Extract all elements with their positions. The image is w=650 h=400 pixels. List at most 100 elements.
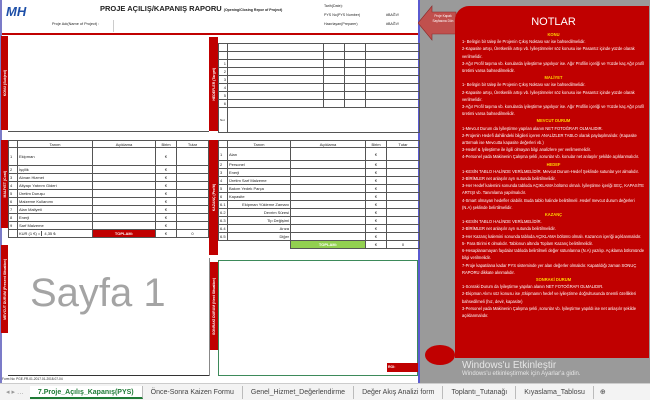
- target-cell[interactable]: [227, 83, 324, 92]
- description-cell[interactable]: [290, 176, 366, 185]
- info-block: Tarih(Date): PYS No(PYS Number) #BAĞV! Ha…: [324, 2, 418, 29]
- description-cell[interactable]: [290, 192, 366, 201]
- row-number: 6.1: [218, 200, 228, 209]
- konu-field[interactable]: [8, 36, 209, 132]
- target-cell[interactable]: [323, 99, 345, 108]
- amount-cell[interactable]: [386, 160, 420, 169]
- row-number: 6.2: [218, 208, 228, 217]
- item-name: Sarf Malzeme: [17, 221, 93, 230]
- description-cell[interactable]: [290, 208, 366, 217]
- note-field[interactable]: [227, 107, 420, 133]
- description-cell[interactable]: [290, 160, 366, 169]
- rate-value[interactable]: 4,35 ₺: [41, 231, 56, 236]
- item-name: Enerji: [17, 213, 93, 222]
- target-cell[interactable]: [365, 83, 420, 92]
- amount-cell[interactable]: [176, 173, 209, 182]
- amount-cell[interactable]: [386, 192, 420, 201]
- amount-cell[interactable]: [176, 147, 209, 166]
- amount-cell[interactable]: [386, 168, 420, 177]
- amount-cell[interactable]: [386, 208, 420, 217]
- back-to-cover-button[interactable]: Proje Kapak Sayfasına Dön: [417, 5, 458, 41]
- amount-cell[interactable]: [386, 200, 420, 209]
- description-cell[interactable]: [290, 147, 366, 161]
- notes-line: 2-Projenin Hedefi dahilindeki bilgileri …: [462, 132, 637, 146]
- amount-cell[interactable]: [386, 232, 420, 241]
- description-cell[interactable]: [290, 200, 366, 209]
- amount-cell[interactable]: [386, 216, 420, 225]
- sheet-tab[interactable]: Kıyaslama_Tablosu: [516, 385, 594, 399]
- table-row: 2: [218, 67, 420, 76]
- description-cell[interactable]: [290, 232, 366, 241]
- table-row: 2 Personel €: [218, 160, 420, 169]
- description-cell[interactable]: [92, 197, 156, 206]
- target-cell[interactable]: [344, 67, 366, 76]
- project-name-field[interactable]: [113, 20, 323, 32]
- target-cell[interactable]: [227, 75, 324, 84]
- amount-cell[interactable]: [176, 213, 209, 222]
- target-cell[interactable]: [227, 59, 324, 68]
- unit-cell: €: [155, 147, 177, 166]
- target-cell[interactable]: [344, 83, 366, 92]
- target-cell[interactable]: [227, 67, 324, 76]
- description-cell[interactable]: [290, 216, 366, 225]
- notes-line: 3-Ağır Profil taşıma vb. konularda iyile…: [462, 60, 645, 74]
- target-cell[interactable]: [344, 99, 366, 108]
- unit-cell: €: [155, 165, 177, 174]
- target-cell[interactable]: [365, 91, 420, 100]
- description-cell[interactable]: [92, 205, 156, 214]
- description-cell[interactable]: [290, 224, 366, 233]
- amount-cell[interactable]: [386, 176, 420, 185]
- sheet-tab[interactable]: 7.Proje_Açılış_Kapanış(PYS): [29, 385, 143, 399]
- sheet-tab[interactable]: Genel_Hizmet_Değerlendirme: [243, 385, 355, 399]
- tab-scroll-left-icon[interactable]: ◂ ▸ …: [6, 389, 24, 396]
- target-cell[interactable]: [323, 91, 345, 100]
- row-number: 3: [218, 75, 228, 84]
- target-cell[interactable]: [344, 91, 366, 100]
- profit-total-unit: €: [365, 240, 387, 249]
- amount-cell[interactable]: [386, 224, 420, 233]
- description-cell[interactable]: [290, 168, 366, 177]
- description-cell[interactable]: [92, 189, 156, 198]
- mevcut-label: MEVCUT DURUM (Present Situation): [1, 245, 8, 333]
- target-cell[interactable]: [323, 59, 345, 68]
- notes-section-title: KAZANÇ: [544, 212, 563, 218]
- description-cell[interactable]: [92, 181, 156, 190]
- amount-cell[interactable]: [176, 221, 209, 230]
- target-cell[interactable]: [227, 91, 324, 100]
- item-name: Alan: [227, 147, 291, 161]
- description-cell[interactable]: [92, 165, 156, 174]
- sheet-tab[interactable]: Toplantı_Tutanağı: [443, 385, 517, 399]
- mevcut-field[interactable]: [8, 242, 209, 376]
- amount-cell[interactable]: [386, 184, 420, 193]
- unit-cell: €: [365, 192, 387, 201]
- description-cell[interactable]: [92, 147, 156, 166]
- target-cell[interactable]: [344, 59, 366, 68]
- amount-cell[interactable]: [176, 205, 209, 214]
- description-cell[interactable]: [92, 213, 156, 222]
- target-cell[interactable]: [323, 67, 345, 76]
- amount-cell[interactable]: [176, 165, 209, 174]
- target-cell[interactable]: [365, 75, 420, 84]
- amount-cell[interactable]: [176, 197, 209, 206]
- sheet-tab[interactable]: Önce-Sonra Kaizen Formu: [143, 385, 243, 399]
- description-cell[interactable]: [92, 221, 156, 230]
- amount-cell[interactable]: [176, 181, 209, 190]
- target-cell[interactable]: [365, 67, 420, 76]
- sonraki-field[interactable]: [218, 260, 418, 376]
- target-cell[interactable]: [323, 83, 345, 92]
- target-cell[interactable]: [365, 59, 420, 68]
- table-row: 3 Enerji €: [218, 168, 420, 177]
- sheet-tab[interactable]: Değer Akış Analizi form: [354, 385, 444, 399]
- description-cell[interactable]: [290, 184, 366, 193]
- description-cell[interactable]: [92, 173, 156, 182]
- amount-cell[interactable]: [386, 147, 420, 161]
- notes-line: 1- Belirgin bir talep ile Projenin Çıkış…: [462, 82, 586, 88]
- target-cell[interactable]: [323, 75, 345, 84]
- amount-cell[interactable]: [176, 189, 209, 198]
- add-sheet-icon[interactable]: ⊕: [599, 389, 606, 396]
- target-cell[interactable]: [365, 99, 420, 108]
- col-header: Birim: [365, 140, 387, 148]
- sheet-tabs: ◂ ▸ … 7.Proje_Açılış_Kapanış(PYS) Önce-So…: [0, 383, 650, 400]
- target-cell[interactable]: [344, 75, 366, 84]
- target-cell[interactable]: [227, 99, 324, 108]
